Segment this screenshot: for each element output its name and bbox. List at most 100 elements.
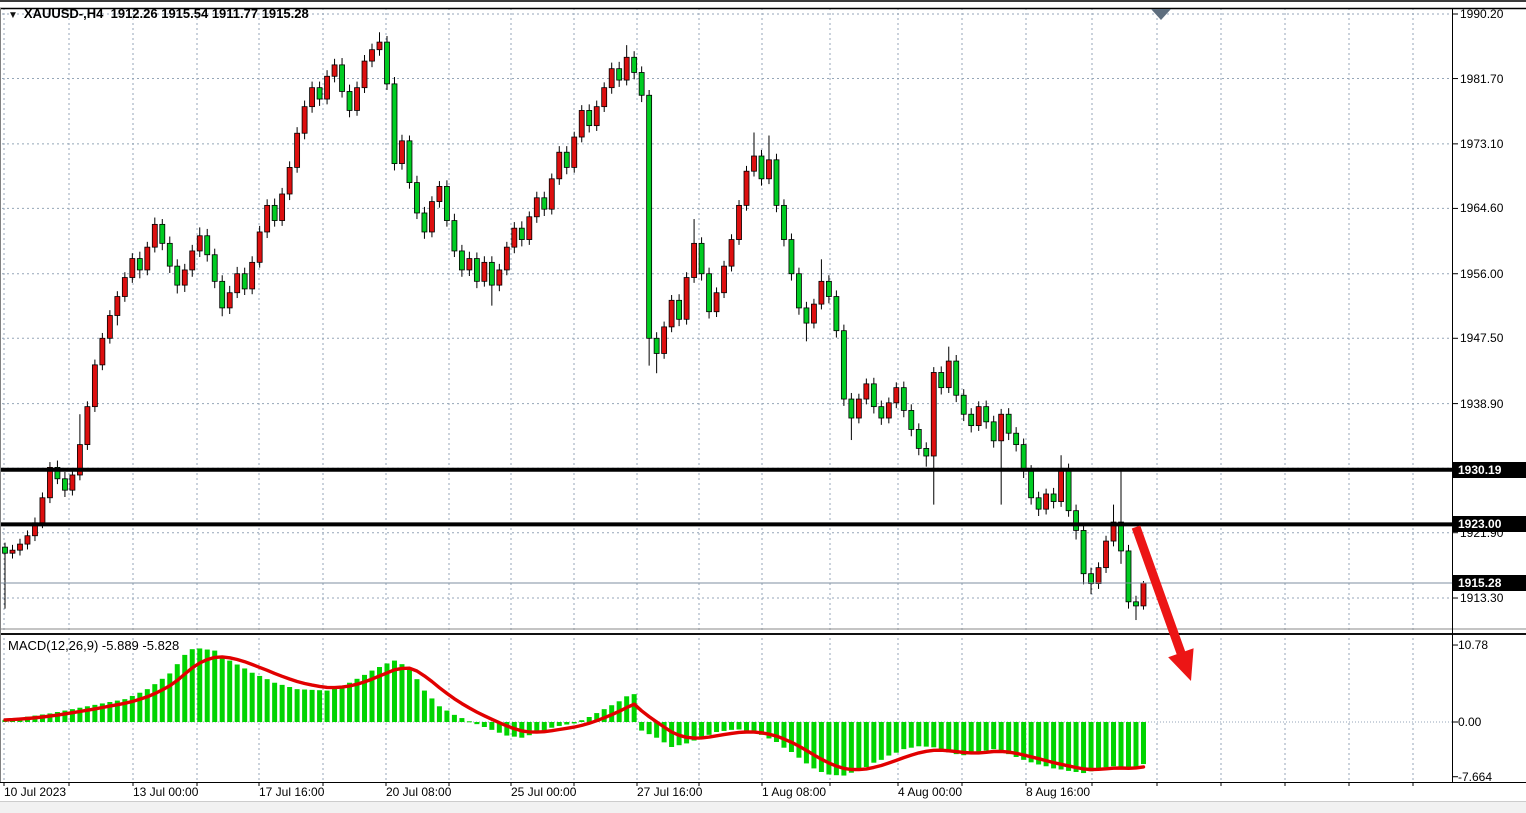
candle [796,267,802,315]
candle [121,272,128,302]
candle [9,544,16,559]
candle-body [1118,521,1124,552]
candle-body [938,372,945,389]
macd-histogram-bar [466,721,472,723]
candle [811,298,817,329]
macd-histogram-bar [901,722,907,750]
candle-body [653,337,660,354]
time-axis-label: 1 Aug 08:00 [762,785,827,799]
candle-body [1125,550,1132,603]
candle-body [586,110,593,127]
candle [136,251,143,279]
macd-histogram-bar [99,703,105,722]
candle-body [159,223,166,244]
candle-body [503,246,510,271]
candle-body [136,258,143,271]
candle [511,222,518,254]
candle-body [706,273,712,313]
price-axis-label: 1947.50 [1460,331,1504,346]
time-axis-label: 25 Jul 00:00 [511,785,577,799]
candle-body [773,159,780,206]
macd-histogram-bar [863,722,869,767]
macd-histogram-bar [496,722,502,733]
candle [211,248,218,289]
candle-body [721,265,727,294]
candle-body [691,242,697,278]
candle-body [870,383,877,408]
macd-histogram-bar [976,722,982,753]
macd-histogram-bar [639,722,645,731]
candle [354,81,360,116]
candle-body [751,155,757,172]
macd-histogram-bar [309,689,315,722]
candle-body [788,239,795,275]
price-badge: 1930.19 [1452,461,1526,478]
macd-histogram-bar [646,722,652,735]
candle [436,181,443,208]
candle [930,367,937,505]
macd-histogram-bar [1111,722,1117,767]
macd-histogram-bar [991,722,997,750]
candle-body [354,87,360,111]
macd-histogram-bar [811,722,817,769]
macd-histogram-bar [294,689,300,722]
candle-body [623,56,630,81]
macd-histogram-bar [946,722,952,753]
candle [144,241,151,276]
candle [384,36,390,90]
candle-body [414,182,420,214]
candle [496,263,503,292]
candle [84,401,91,450]
candle-body [1005,413,1012,434]
candle [316,81,323,106]
candle-body [1013,432,1020,446]
candle [743,165,750,211]
candle-body [1095,567,1102,584]
macd-histogram-bar [669,722,675,747]
candle [106,310,113,344]
macd-histogram-bar [1066,722,1072,771]
symbol-dropdown-icon[interactable]: ▼ [8,10,18,21]
candle [458,244,465,277]
macd-histogram-bar [332,688,338,722]
macd-histogram-bar [384,663,390,722]
down-arrow-annotation[interactable] [1131,525,1194,681]
macd-histogram-bar [406,667,412,722]
macd-histogram-bar [1013,722,1019,757]
price-axis-label: 1964.60 [1460,201,1504,216]
macd-histogram-bar [714,722,720,732]
candle [91,359,98,412]
candle [781,199,787,247]
candle-body [121,277,128,297]
candle-body [17,543,23,551]
time-position-marker-icon[interactable] [1151,9,1171,20]
candle-body [346,91,353,111]
macd-histogram-bar [264,679,270,722]
candle [451,213,458,258]
macd-histogram-bar [481,722,487,727]
candle-body [975,406,982,427]
macd-histogram-bar [129,695,135,722]
macd-histogram-bar [234,664,240,722]
candle [968,408,975,433]
candle [339,58,345,98]
macd-histogram-bar [421,690,427,722]
candle [204,228,211,262]
macd-histogram-bar [706,722,712,735]
macd-histogram-bar [983,722,989,751]
macd-histogram-bar [347,682,353,722]
macd-histogram-bar [601,709,607,722]
macd-histogram-bar [1043,722,1049,767]
time-axis-label: 13 Jul 00:00 [133,785,199,799]
macd-histogram-bar [122,699,128,722]
candle [1050,487,1057,509]
macd-histogram-bar [107,702,113,722]
macd-histogram-bar [287,687,293,722]
candle-body [1088,573,1094,584]
candle [908,404,915,437]
candle-body [983,406,990,423]
candle [1013,427,1020,452]
candle-body [174,265,181,286]
macd-histogram-bar [654,722,660,738]
